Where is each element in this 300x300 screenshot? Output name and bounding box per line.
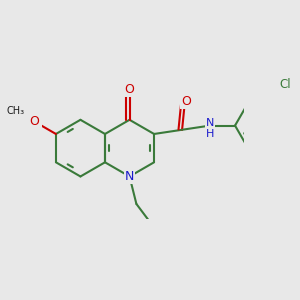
Text: O: O — [124, 83, 134, 96]
Text: O: O — [181, 95, 191, 108]
Text: N
H: N H — [206, 118, 214, 139]
Text: Cl: Cl — [279, 78, 291, 91]
Text: N: N — [125, 170, 134, 183]
Text: O: O — [29, 115, 39, 128]
Text: CH₃: CH₃ — [7, 106, 25, 116]
